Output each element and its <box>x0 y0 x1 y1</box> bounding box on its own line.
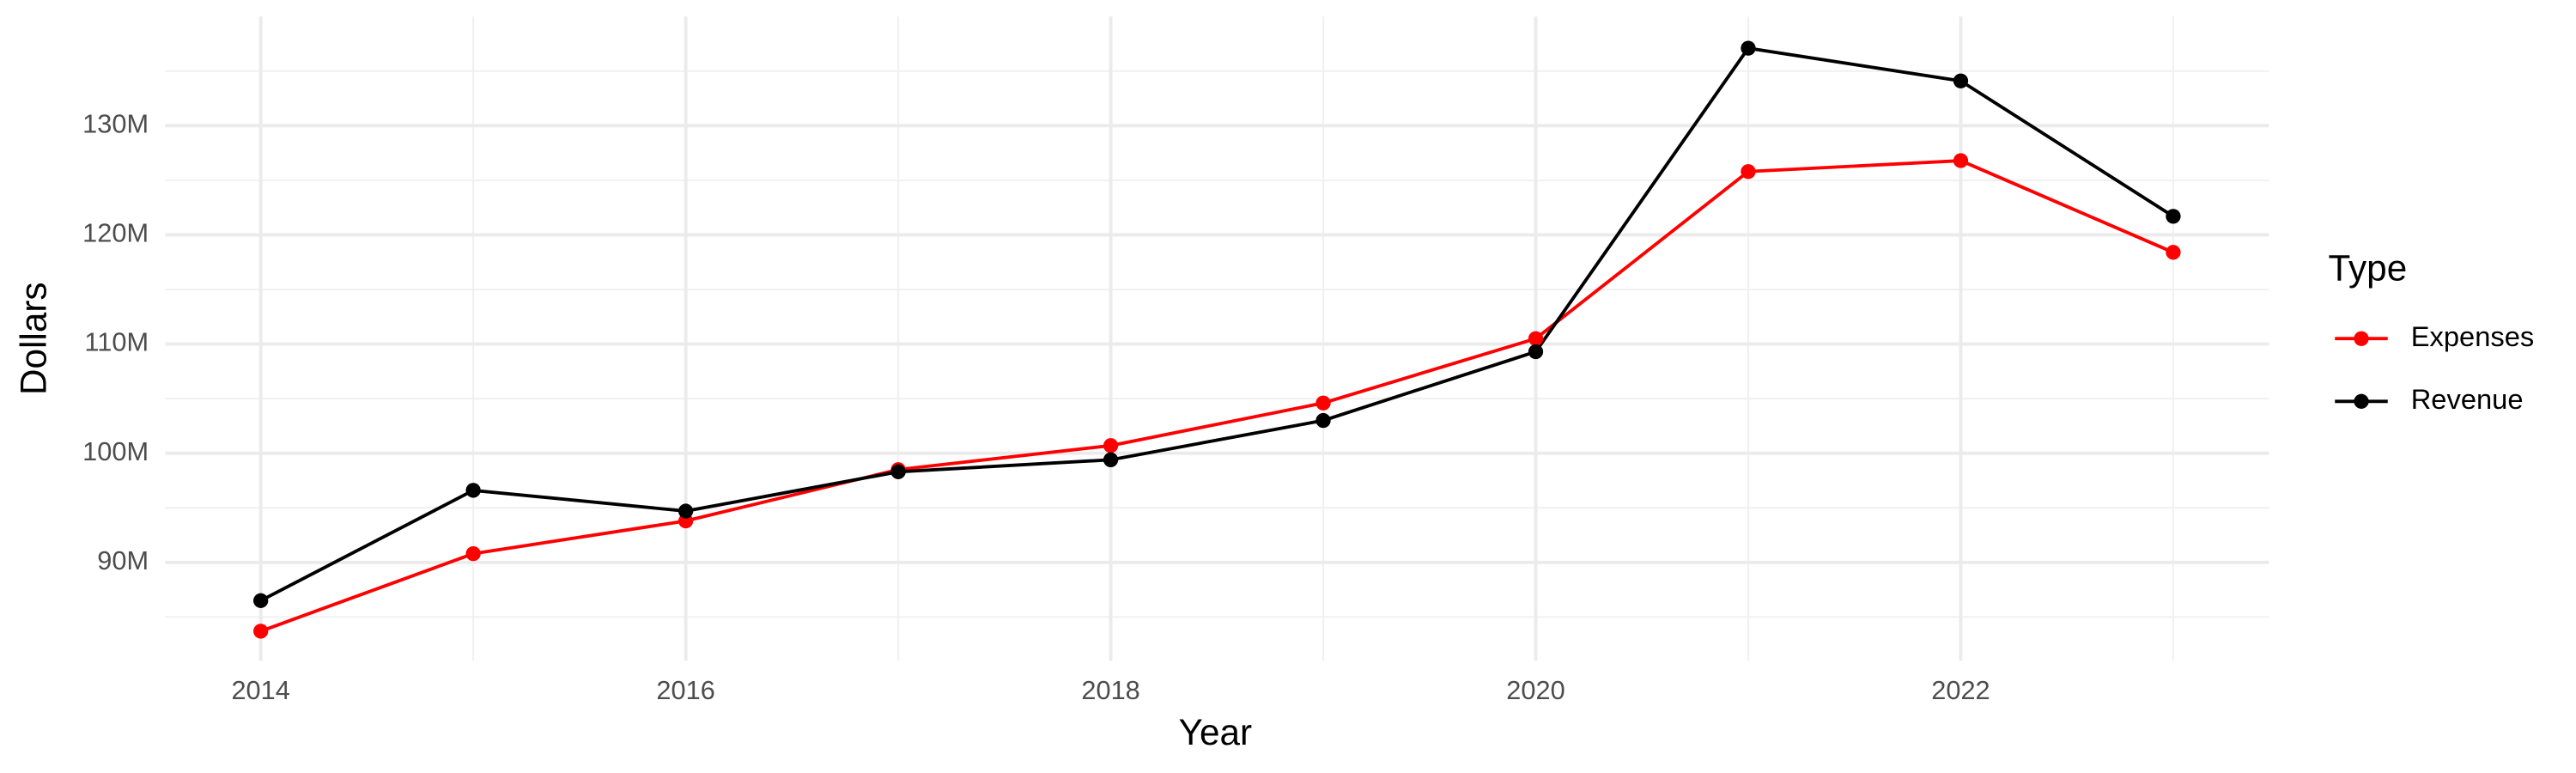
legend-key-point <box>2354 331 2369 346</box>
data-point <box>677 503 694 519</box>
data-point <box>1953 73 1969 88</box>
y-axis-title: Dollars <box>13 282 53 395</box>
legend-label: Revenue <box>2411 383 2524 415</box>
x-axis-title: Year <box>1179 712 1252 752</box>
data-point <box>1953 153 1969 168</box>
x-tick-label: 2016 <box>656 675 714 705</box>
data-point <box>253 624 269 639</box>
data-point <box>1315 395 1331 411</box>
x-tick-label: 2020 <box>1506 675 1564 705</box>
y-tick-label: 130M <box>82 108 149 138</box>
y-tick-label: 110M <box>84 327 149 357</box>
data-point <box>890 464 906 479</box>
data-point <box>1103 438 1119 453</box>
legend-label: Expenses <box>2411 320 2535 352</box>
series-line <box>259 46 2174 603</box>
x-tick-label: 2022 <box>1931 675 1990 705</box>
data-point <box>465 546 481 562</box>
data-point <box>1103 452 1119 467</box>
data-point <box>253 593 269 608</box>
x-tick-label: 2018 <box>1081 675 1139 705</box>
data-point <box>2166 209 2181 224</box>
data-point <box>1741 40 1756 56</box>
y-tick-label: 120M <box>82 218 149 248</box>
y-tick-label: 90M <box>97 545 149 575</box>
x-tick-label: 2014 <box>231 675 289 705</box>
y-tick-label: 100M <box>82 436 149 466</box>
data-point <box>2166 245 2181 260</box>
data-point <box>1528 331 1544 346</box>
legend-title: Type <box>2329 248 2408 289</box>
grid <box>165 16 2269 661</box>
series-line <box>260 159 2174 633</box>
data-point <box>1741 164 1756 180</box>
data-point <box>1528 344 1544 360</box>
data-point <box>1315 412 1331 429</box>
data-point <box>465 483 481 498</box>
legend-key-point <box>2354 393 2369 409</box>
